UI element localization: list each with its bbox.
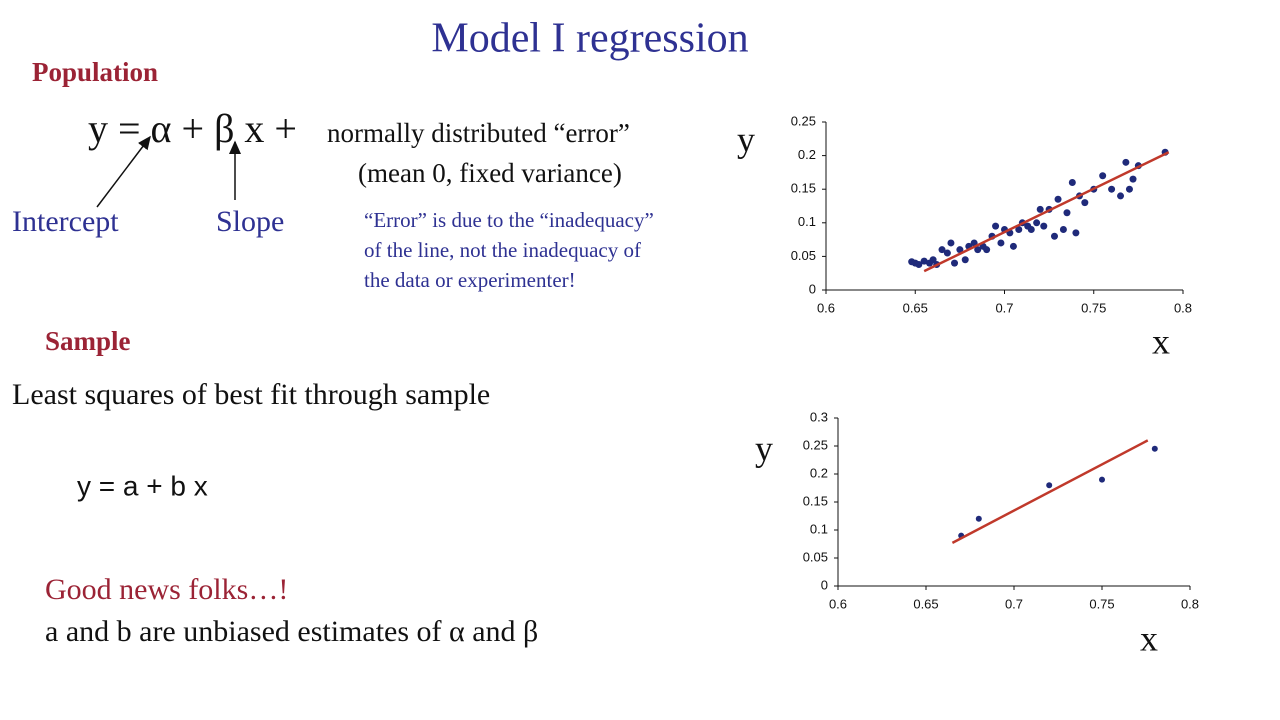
y-tick-label: 0.3 [810,409,828,424]
y-tick-label: 0.25 [791,113,816,128]
x-tick-label: 0.8 [1174,300,1192,315]
point [974,246,982,254]
point [920,257,928,265]
conclusion: a and b are unbiased estimates of α and … [45,615,538,648]
y-tick-label: 0.1 [798,214,816,229]
x-tick-label: 0.65 [913,596,938,611]
x-tick-label: 0.75 [1081,300,1106,315]
point [1099,172,1107,180]
point [1036,205,1044,213]
point [1151,445,1158,452]
point [997,239,1005,247]
population-equation: y = α + β x + [88,106,297,151]
y-tick-label: 0.15 [791,181,816,196]
point [1125,185,1133,193]
point [1122,158,1130,166]
point [1046,482,1053,489]
point [1081,199,1089,207]
slope-label: Slope [216,205,284,238]
equation-rest: normally distributed “error” [327,118,630,148]
y-tick-label: 0.15 [803,493,828,508]
note-line: of the line, not the inadequacy of [364,238,641,262]
point [1050,232,1058,240]
point [961,256,969,264]
sample-equation: y = a + b x [77,470,208,501]
intercept-arrow [96,135,151,208]
x-tick-label: 0.6 [817,300,835,315]
point [1059,226,1067,234]
point [947,239,955,247]
point [956,246,964,254]
fit-line [951,439,1149,544]
x-tick-label: 0.75 [1089,596,1114,611]
point [1040,222,1048,230]
point [938,246,946,254]
point [1063,209,1071,217]
point [1068,178,1076,186]
y-tick-label: 0 [809,281,816,296]
note-line: the data or experimenter! [364,268,576,292]
x-tick-label: 0.7 [1005,596,1023,611]
y-tick-label: 0.1 [810,521,828,536]
point [1099,476,1105,483]
point [992,222,1000,230]
x-tick-label: 0.6 [829,596,847,611]
point [1027,226,1035,234]
fit-line [923,151,1170,273]
x-tick-label: 0.7 [995,300,1013,315]
x-axis-label: x [1152,321,1170,361]
point [951,259,959,267]
point [1129,175,1137,183]
point [1009,242,1017,250]
point [1117,192,1125,200]
note-line: “Error” is due to the “inadequacy” [364,208,654,232]
point [1054,195,1062,203]
x-tick-label: 0.65 [903,300,928,315]
y-axis-label: y [737,119,755,159]
point [983,246,991,254]
y-tick-label: 0.25 [803,437,828,452]
sample-text: Least squares of best fit through sample [12,378,490,411]
title: Model I regression [431,16,748,62]
point [915,260,923,268]
y-axis-label: y [755,428,773,468]
good-news: Good news folks…! [45,573,288,606]
point [975,515,982,522]
point [1108,185,1116,193]
x-axis-label: x [1140,618,1158,658]
sample-heading: Sample [45,326,131,356]
point [1033,219,1041,227]
x-tick-label: 0.8 [1181,596,1199,611]
y-tick-label: 0.2 [810,465,828,480]
y-tick-label: 0.05 [791,248,816,263]
y-tick-label: 0.2 [798,147,816,162]
point [943,249,951,257]
point [1072,229,1080,237]
population-heading: Population [32,57,158,87]
y-tick-label: 0.05 [803,549,828,564]
point [1015,226,1023,234]
equation-note: (mean 0, fixed variance) [358,158,622,188]
y-tick-label: 0 [821,577,828,592]
intercept-label: Intercept [12,205,119,238]
